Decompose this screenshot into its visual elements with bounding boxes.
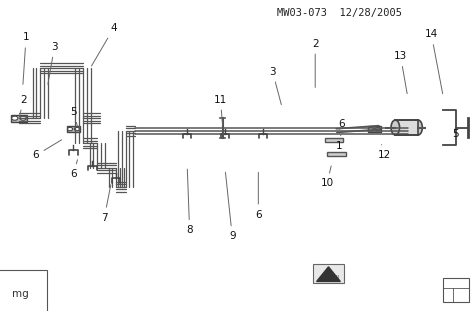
Circle shape [67, 128, 73, 131]
Bar [368, 126, 381, 132]
Ellipse shape [414, 120, 422, 135]
Text: 4: 4 [91, 23, 117, 66]
Text: 9: 9 [226, 172, 236, 241]
Bar [443, 278, 469, 302]
Text: 6: 6 [338, 119, 345, 129]
Text: mg: mg [12, 289, 28, 299]
Bar [10, 115, 27, 122]
Circle shape [74, 128, 80, 131]
Circle shape [12, 116, 18, 120]
Text: 1: 1 [23, 32, 29, 84]
Circle shape [368, 128, 374, 131]
Bar [327, 152, 346, 156]
Text: 1: 1 [336, 135, 342, 151]
Text: MW03-073  12/28/2005: MW03-073 12/28/2005 [277, 8, 402, 18]
Bar [67, 126, 80, 132]
Text: 2: 2 [19, 95, 27, 115]
Text: 7: 7 [101, 185, 111, 223]
Text: 6: 6 [70, 160, 77, 179]
Text: 3: 3 [269, 67, 281, 104]
Text: 5: 5 [452, 129, 458, 139]
Text: 11: 11 [214, 95, 227, 125]
Text: 2: 2 [312, 39, 319, 87]
Text: 10: 10 [320, 166, 334, 188]
Circle shape [375, 128, 381, 131]
Bar [325, 138, 343, 142]
Text: 3: 3 [48, 42, 58, 84]
Polygon shape [317, 267, 340, 281]
Bar [395, 120, 418, 135]
Text: 5: 5 [70, 107, 77, 126]
Text: 6: 6 [255, 172, 262, 220]
Text: 12: 12 [377, 145, 391, 160]
Text: 13: 13 [394, 51, 407, 94]
Text: 6: 6 [32, 140, 62, 160]
Ellipse shape [391, 120, 400, 135]
Text: 14: 14 [425, 29, 443, 94]
Text: 8: 8 [186, 169, 193, 235]
Circle shape [20, 116, 26, 120]
Bar [313, 264, 344, 283]
Text: PHI: PHI [331, 275, 339, 280]
